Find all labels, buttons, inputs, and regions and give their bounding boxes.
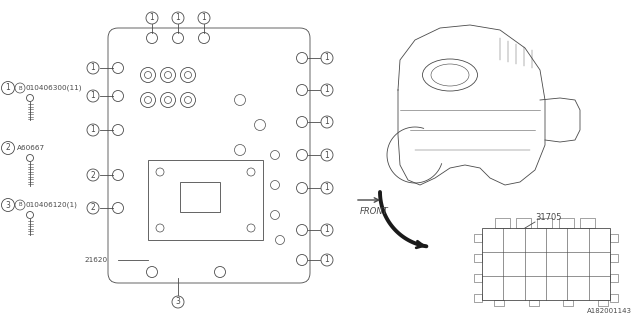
Text: 010406300(11): 010406300(11) — [26, 85, 83, 91]
Bar — [516, 218, 531, 228]
Bar — [529, 300, 539, 306]
Text: 2: 2 — [91, 204, 95, 212]
Text: 1: 1 — [324, 53, 330, 62]
Bar — [598, 300, 608, 306]
Text: 1: 1 — [175, 13, 180, 22]
Text: 1: 1 — [6, 84, 10, 92]
Bar — [474, 234, 482, 242]
Bar — [538, 218, 552, 228]
Text: 1: 1 — [324, 85, 330, 94]
Bar — [580, 218, 595, 228]
Bar — [610, 254, 618, 262]
Bar — [610, 294, 618, 302]
Text: 1: 1 — [324, 150, 330, 159]
Text: B: B — [18, 203, 22, 207]
Bar — [474, 294, 482, 302]
Bar — [482, 228, 610, 300]
Text: 1: 1 — [324, 183, 330, 193]
Text: B: B — [18, 85, 22, 91]
Text: FRONT: FRONT — [360, 207, 388, 217]
Bar — [559, 218, 573, 228]
Text: 1: 1 — [150, 13, 154, 22]
Bar — [148, 160, 263, 240]
Bar — [494, 300, 504, 306]
Text: A182001143: A182001143 — [587, 308, 632, 314]
Text: 21620: 21620 — [84, 257, 107, 263]
Text: 1: 1 — [91, 63, 95, 73]
Text: 2: 2 — [6, 143, 10, 153]
Text: 1: 1 — [324, 226, 330, 235]
Bar — [474, 254, 482, 262]
Text: 1: 1 — [324, 255, 330, 265]
Text: 1: 1 — [202, 13, 206, 22]
Text: 3: 3 — [175, 298, 180, 307]
Bar — [180, 182, 220, 212]
Text: 1: 1 — [91, 92, 95, 100]
Text: 010406120(1): 010406120(1) — [26, 202, 78, 208]
Text: 1: 1 — [91, 125, 95, 134]
Bar — [610, 234, 618, 242]
Text: 3: 3 — [6, 201, 10, 210]
Text: A60667: A60667 — [17, 145, 45, 151]
Bar — [474, 274, 482, 282]
Text: 2: 2 — [91, 171, 95, 180]
Bar — [495, 218, 509, 228]
Bar — [610, 274, 618, 282]
Bar — [563, 300, 573, 306]
Text: 31705: 31705 — [535, 213, 561, 222]
Text: 1: 1 — [324, 117, 330, 126]
